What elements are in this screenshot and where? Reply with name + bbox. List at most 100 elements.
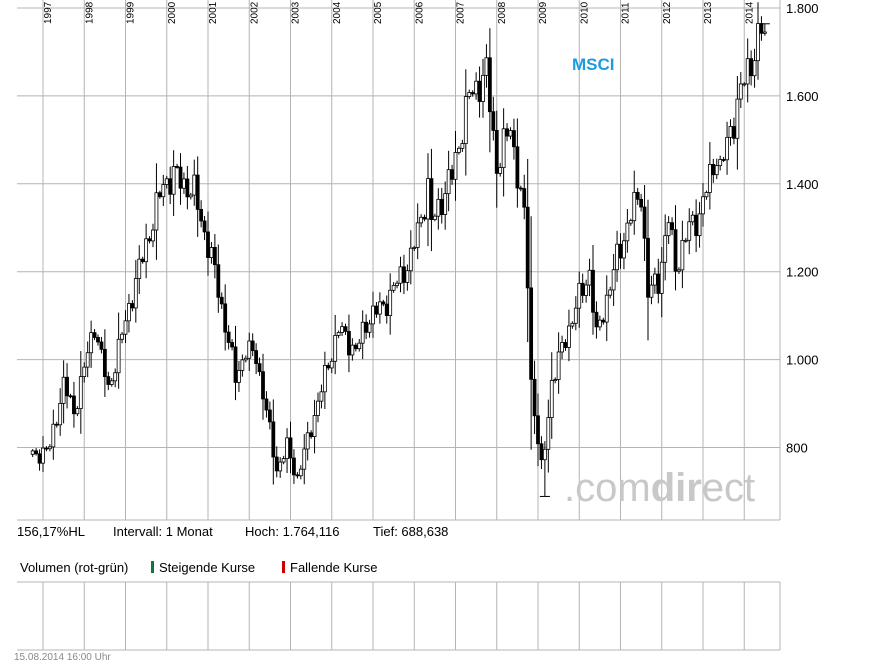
- candle-body: [127, 303, 131, 322]
- candle-body: [408, 247, 413, 272]
- candle-body: [656, 273, 661, 294]
- candle-body: [536, 415, 540, 445]
- candle-body: [487, 57, 492, 113]
- candle-body: [756, 23, 760, 62]
- candle-body: [92, 332, 97, 338]
- candle-body: [54, 423, 59, 426]
- candle-body: [106, 376, 111, 385]
- candle-body: [474, 80, 479, 95]
- candle-body: [168, 178, 173, 195]
- candle-body: [450, 169, 454, 180]
- candle-body: [34, 450, 39, 455]
- candle-body: [501, 128, 506, 168]
- candle-body: [288, 437, 293, 459]
- candle-body: [202, 220, 207, 233]
- falling-legend: Fallende Kurse: [282, 560, 377, 575]
- candle-body: [212, 247, 217, 266]
- candle-body: [254, 350, 259, 365]
- candle-body: [405, 270, 410, 283]
- candle-body: [725, 136, 729, 161]
- candle-body: [481, 74, 485, 102]
- candle-body: [223, 303, 228, 333]
- candle-body: [491, 111, 496, 131]
- candle-body: [144, 238, 149, 263]
- range-percent: 156,17%HL: [17, 524, 85, 539]
- candle-body: [109, 380, 114, 385]
- candle-body: [714, 165, 719, 176]
- candle-body: [68, 395, 73, 398]
- y-tick-label: 1.200: [786, 265, 819, 280]
- candle-body: [99, 341, 104, 350]
- candle-body: [237, 370, 241, 383]
- candle-body: [553, 379, 558, 381]
- candle-body: [161, 184, 166, 198]
- candle-body: [749, 58, 754, 77]
- low-value: Tief: 688,638: [373, 524, 449, 539]
- candle-body: [199, 209, 204, 222]
- candle-body: [422, 216, 427, 220]
- candle-body: [622, 240, 626, 259]
- candle-body: [587, 269, 592, 286]
- candle-body: [632, 191, 637, 222]
- candle-body: [711, 164, 716, 176]
- candle-body: [642, 206, 647, 239]
- candle-body: [195, 174, 200, 210]
- candle-body: [374, 305, 379, 315]
- candle-body: [426, 178, 430, 220]
- candle-body: [37, 453, 42, 464]
- candle-body: [515, 146, 520, 189]
- candle-body: [597, 319, 602, 328]
- candle-body: [96, 337, 100, 343]
- candle-body: [570, 322, 575, 327]
- candle-body: [563, 342, 568, 348]
- candle-body: [185, 178, 190, 198]
- candle-body: [171, 166, 176, 195]
- candle-body: [628, 220, 633, 224]
- grid: [17, 0, 781, 651]
- candle-body: [549, 380, 554, 418]
- x-tick-label: 2013: [703, 1, 714, 24]
- candle-body: [680, 239, 685, 271]
- candle-body: [75, 408, 80, 415]
- candle-body: [697, 213, 702, 237]
- candle-body: [267, 409, 272, 423]
- candle-body: [646, 237, 650, 298]
- candle-body: [412, 247, 417, 249]
- candle-body: [120, 333, 124, 340]
- candle-body: [230, 342, 234, 348]
- y-tick-label: 1.000: [786, 353, 819, 368]
- candle-body: [281, 458, 286, 463]
- candle-body: [615, 243, 619, 271]
- candle-body: [677, 269, 681, 272]
- candle-body: [357, 342, 362, 350]
- candle-body: [178, 166, 183, 189]
- candle-body: [347, 331, 351, 356]
- candle-body: [494, 130, 499, 174]
- candle-body: [498, 167, 503, 174]
- candle-body: [140, 258, 145, 263]
- candle-body: [65, 376, 69, 397]
- y-tick-label: 1.600: [786, 89, 819, 104]
- candle-body: [377, 301, 382, 315]
- candle-body: [340, 326, 344, 333]
- x-tick-label: 2010: [579, 1, 590, 24]
- candle-body: [701, 196, 705, 215]
- x-tick-label: 2002: [249, 1, 260, 24]
- candle-body: [154, 192, 159, 231]
- candle-body: [319, 391, 324, 402]
- watermark: .comdirect: [564, 466, 755, 510]
- candle-body: [367, 323, 372, 333]
- candle-body: [58, 402, 63, 426]
- candle-body: [116, 338, 121, 374]
- candle-body: [762, 31, 767, 34]
- candle-body: [752, 60, 757, 77]
- candle-body: [625, 222, 630, 242]
- candle-body: [113, 372, 118, 382]
- candle-body: [484, 57, 489, 76]
- candle-body: [415, 222, 420, 248]
- candle-body: [608, 289, 613, 296]
- candle-body: [601, 319, 606, 323]
- candle-body: [175, 166, 179, 168]
- candle-body: [30, 450, 35, 455]
- candle-body: [659, 261, 664, 294]
